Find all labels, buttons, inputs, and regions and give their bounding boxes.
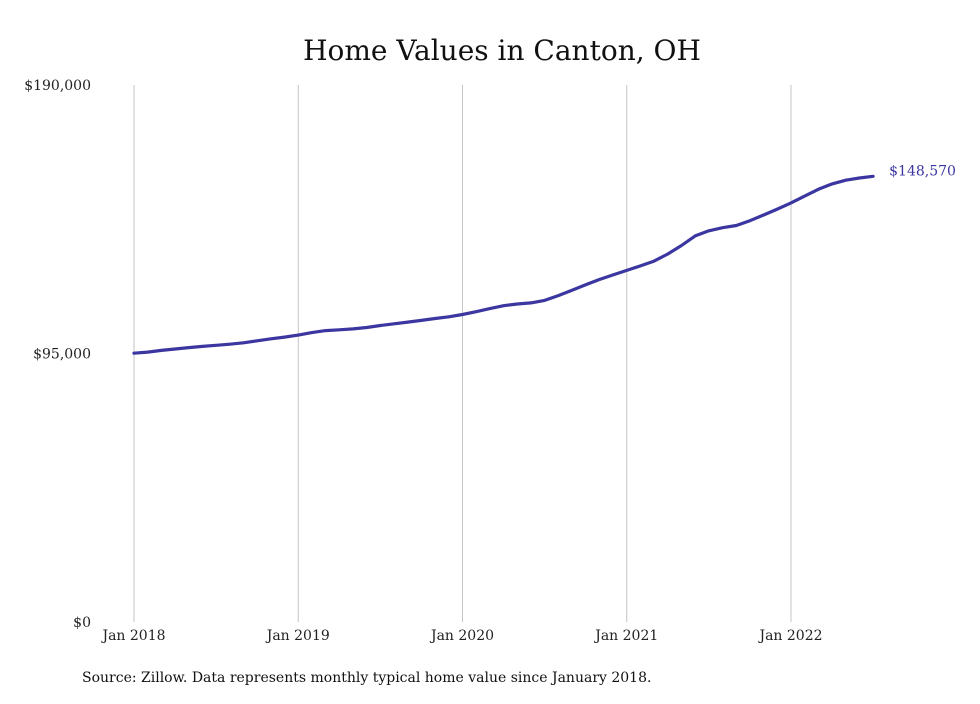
x-tick-label: Jan 2021 (593, 628, 658, 644)
series-group: $148,570 (132, 163, 956, 355)
x-tick-label: Jan 2019 (265, 628, 330, 644)
y-tick-label: $95,000 (33, 347, 91, 363)
end-value-label: $148,570 (889, 163, 956, 179)
y-axis-ticks: $0 $95,000 $190,000 (24, 78, 91, 631)
x-tick-label: Jan 2020 (429, 628, 494, 644)
source-note: Source: Zillow. Data represents monthly … (82, 670, 651, 686)
vertical-gridlines (133, 85, 792, 622)
chart-title: Home Values in Canton, OH (303, 34, 701, 67)
series-line-0 (132, 174, 875, 355)
y-tick-label: $190,000 (24, 78, 91, 94)
x-tick-label: Jan 2022 (757, 628, 822, 644)
x-axis-ticks: Jan 2018 Jan 2019 Jan 2020 Jan 2021 Jan 2022 (100, 628, 822, 644)
y-tick-label: $0 (73, 615, 91, 631)
x-tick-label: Jan 2018 (100, 628, 165, 644)
